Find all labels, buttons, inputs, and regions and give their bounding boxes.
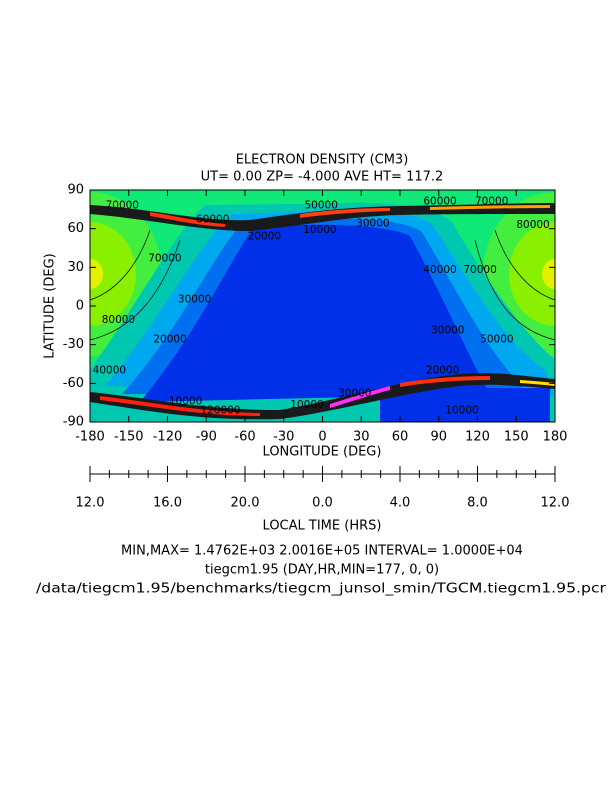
footer-line: tiegcm1.95 (DAY,HR,MIN=177, 0, 0): [205, 563, 439, 578]
x-tick-label: -90: [196, 430, 217, 445]
contour-label: 60000: [423, 196, 456, 208]
x-tick-label: 150: [504, 430, 529, 445]
local-time-tick-label: 4.0: [390, 496, 411, 511]
contour-label: 60000: [196, 214, 229, 226]
contour-label: 80000: [516, 219, 549, 231]
contour-label: 50000: [305, 199, 338, 211]
contour-label: 70000: [106, 199, 139, 211]
contour-label: 70000: [148, 252, 181, 264]
local-time-tick-label: 20.0: [231, 496, 260, 511]
x-tick-label: 0: [318, 430, 326, 445]
y-tick-label: 90: [67, 183, 84, 198]
local-time-tick-label: 12.0: [541, 496, 570, 511]
chart-title: ELECTRON DENSITY (CM3): [236, 153, 409, 168]
x-tick-label: 30: [353, 430, 370, 445]
contour-label: 70000: [463, 264, 496, 276]
contour-label: 120000: [200, 404, 240, 416]
contour-label: 20000: [153, 334, 186, 346]
contour-label: 30000: [431, 324, 464, 336]
x-tick-label: 180: [543, 430, 568, 445]
contour-label: 30000: [338, 388, 371, 400]
local-time-tick-label: 8.0: [467, 496, 488, 511]
contour-label: 20000: [248, 230, 281, 242]
footer-line: MIN,MAX= 1.4762E+03 2.0016E+05 INTERVAL=…: [121, 544, 523, 559]
footer-line: /data/tiegcm1.95/benchmarks/tiegcm_junso…: [36, 582, 607, 597]
x-tick-label: 90: [430, 430, 447, 445]
contour-label: 40000: [93, 364, 126, 376]
x-tick-label: -60: [234, 430, 255, 445]
x-tick-label: -120: [153, 430, 183, 445]
x-tick-label: 60: [392, 430, 409, 445]
local-time-tick-label: 0.0: [312, 496, 333, 511]
x-tick-label: -30: [273, 430, 294, 445]
x-axis-label: LONGITUDE (DEG): [263, 445, 382, 460]
contour-label: 10000: [290, 399, 323, 411]
x-tick-label: 120: [465, 430, 490, 445]
chart-subtitle: UT= 0.00 ZP= -4.000 AVE HT= 117.2: [201, 170, 444, 185]
contour-label: 30000: [178, 294, 211, 306]
contour-label: 20000: [426, 364, 459, 376]
contour-label: 10000: [303, 224, 336, 236]
contour-label: 30000: [356, 218, 389, 230]
y-tick-label: -90: [63, 415, 84, 430]
y-tick-label: 30: [67, 260, 84, 275]
contour-label: 80000: [102, 314, 135, 326]
y-tick-label: 0: [76, 299, 84, 314]
x-tick-label: -180: [75, 430, 105, 445]
contour-label: 40000: [423, 264, 456, 276]
contour-label: 10000: [445, 404, 478, 416]
contour-fill: [90, 190, 555, 422]
contour-label: 70000: [475, 196, 508, 208]
y-tick-label: -60: [63, 376, 84, 391]
y-tick-label: 60: [67, 221, 84, 236]
contour-label: 10000: [169, 395, 202, 407]
local-time-tick-label: 12.0: [76, 496, 105, 511]
y-axis-label: LATITUDE (DEG): [43, 253, 58, 358]
local-time-tick-label: 16.0: [153, 496, 182, 511]
local-time-label: LOCAL TIME (HRS): [263, 519, 382, 534]
x-tick-label: -150: [114, 430, 144, 445]
y-tick-label: -30: [63, 337, 84, 352]
contour-label: 50000: [480, 334, 513, 346]
